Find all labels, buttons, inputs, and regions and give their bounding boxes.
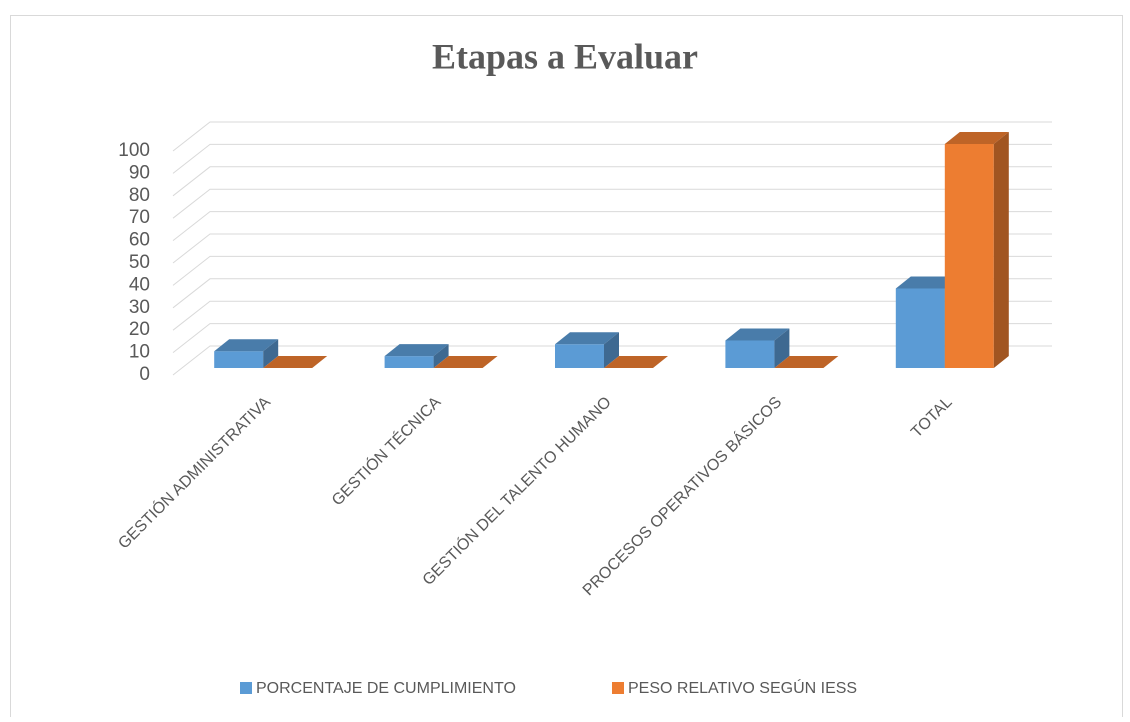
- bar: [555, 332, 619, 368]
- bar-side: [604, 332, 619, 368]
- legend-label: PESO RELATIVO SEGÚN IESS: [628, 678, 857, 697]
- grid-line: [172, 143, 1052, 174]
- bar-front: [895, 288, 945, 368]
- legend-swatch: [240, 682, 252, 694]
- bar-top: [774, 356, 839, 368]
- y-tick-label: 70: [129, 207, 150, 228]
- grid-line: [172, 211, 1052, 241]
- bar-side: [263, 339, 279, 368]
- y-tick-label: 80: [129, 185, 150, 206]
- grid-line: [172, 188, 1052, 219]
- grid-line: [172, 121, 1052, 152]
- bar: [604, 356, 668, 368]
- y-tick-label: 40: [129, 274, 150, 295]
- bar: [725, 328, 790, 368]
- bar-side: [774, 328, 790, 368]
- y-tick-label: 60: [129, 230, 150, 251]
- y-tick-label: 50: [129, 252, 150, 273]
- bar-front: [214, 351, 264, 368]
- bar-front: [944, 144, 994, 368]
- bar-front: [725, 340, 775, 368]
- bar-side: [433, 344, 449, 368]
- legend-swatch: [612, 682, 624, 694]
- y-tick-label: 100: [118, 140, 150, 161]
- bar-top: [555, 332, 619, 345]
- bar-front: [555, 344, 604, 368]
- y-tick-label: 90: [129, 162, 150, 183]
- legend-label: PORCENTAJE DE CUMPLIMIENTO: [256, 680, 516, 697]
- bar-top: [895, 276, 960, 289]
- bar: [263, 356, 328, 368]
- grid-line: [172, 255, 1052, 286]
- bar-top: [433, 356, 498, 368]
- bar-front: [384, 356, 434, 368]
- grid-line: [172, 166, 1052, 197]
- bar: [433, 356, 498, 368]
- y-tick-label: 10: [129, 342, 150, 363]
- bar: [214, 339, 279, 368]
- y-tick-label: 0: [139, 364, 150, 385]
- grid-line: [172, 278, 1052, 309]
- chart-border: [10, 15, 1123, 722]
- y-tick-label: 30: [129, 297, 150, 318]
- grid-line: [172, 233, 1052, 264]
- x-tick-label: GESTIÓN ADMINISTRATIVA: [114, 392, 274, 552]
- grid-line: [172, 323, 1052, 353]
- bar-top: [214, 339, 279, 352]
- bar-side: [993, 132, 1009, 368]
- bar-top: [725, 328, 790, 341]
- x-tick-label: GESTIÓN DEL TALENTO HUMANO: [418, 392, 615, 589]
- y-tick-label: 20: [129, 319, 150, 340]
- bar-top: [944, 132, 1009, 144]
- x-tick-label: GESTIÓN TÉCNICA: [327, 392, 444, 509]
- bar: [774, 356, 839, 368]
- x-tick-label: TOTAL: [908, 394, 956, 442]
- bar-top: [604, 356, 668, 368]
- x-tick-label: PROCESOS OPERATIVOS BÁSICOS: [578, 392, 785, 599]
- bar-top: [263, 356, 328, 368]
- bar: [384, 344, 449, 368]
- chart-title: Etapas a Evaluar: [432, 36, 698, 76]
- bar-top: [384, 344, 449, 357]
- bar: [944, 132, 1009, 368]
- grid-line: [172, 300, 1052, 331]
